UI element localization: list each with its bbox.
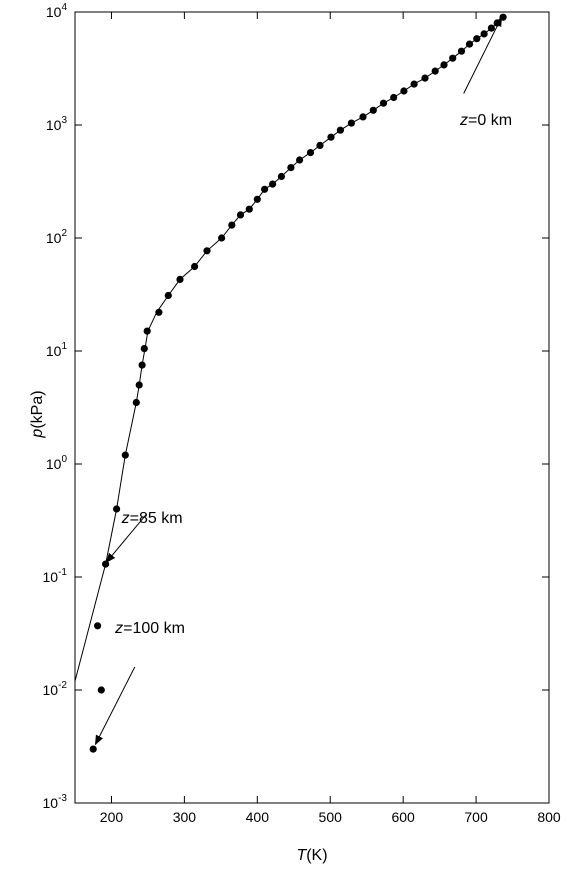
data-point [336,126,344,134]
x-tick-label: 800 [537,809,561,825]
y-tick-label: 102 [46,228,68,246]
data-point [176,275,184,283]
annotation-label: z=0 km [459,112,512,129]
data-point [121,451,129,459]
x-tick-label: 200 [100,809,124,825]
y-tick-label: 100 [46,454,68,472]
x-tick-label: 500 [319,809,343,825]
x-tick-label: 700 [464,809,488,825]
data-point [287,164,295,172]
annotation-arrow [105,513,147,564]
data-point [316,141,324,149]
data-point [155,308,163,316]
data-point [473,35,481,43]
data-point [89,745,97,753]
data-point [269,180,277,188]
data-point [138,361,146,369]
data-point [421,74,429,82]
data-point [113,505,121,513]
data-point [449,54,457,62]
x-tick-label: 300 [173,809,197,825]
annotations: z=0 km z=85 km z=100 km [94,16,512,746]
data-point [487,24,495,32]
y-tick-label: 101 [46,341,68,359]
data-point [94,622,102,630]
annotation-arrow [94,666,136,746]
y-tick-label: 10-1 [43,567,68,585]
data-point [480,30,488,38]
y-tick-label: 103 [46,115,68,133]
data-point [400,87,408,95]
data-point [191,262,199,271]
data-point [369,106,377,114]
data-point [261,185,269,193]
data-point [327,133,335,141]
data-point [253,195,261,203]
data-point [296,156,304,164]
data-point [457,47,466,55]
data-point [390,93,398,102]
data-point [135,381,143,389]
data-point [277,172,285,181]
y-axis-label: p(kPa) [29,390,46,438]
data-point [359,113,367,121]
data-point [236,211,245,219]
data-point [410,80,418,88]
data-point [228,221,236,229]
y-tick-label: 10-2 [43,680,68,698]
plot-frame [74,11,550,804]
data-point [465,40,474,48]
annotation-label: z=85 km [121,510,183,527]
data-point [245,205,253,213]
x-tick-label: 600 [391,809,415,825]
annotation-label: z=100 km [114,620,185,637]
annotation-arrow [463,16,503,94]
data-point [440,61,448,69]
y-axis-ticks: 10-3 10-2 10-1 100 101 102 103 104 [43,2,549,811]
x-tick-label: 400 [246,809,270,825]
data-point [431,67,439,75]
y-tick-label: 10-3 [43,793,68,811]
data-point [218,234,226,242]
data-points [89,13,507,753]
data-point [143,327,151,335]
data-point [132,398,140,407]
data-point [102,560,110,568]
data-point [97,686,105,694]
data-point [140,345,148,353]
data-point [347,119,355,127]
data-point [379,99,388,107]
data-point [306,149,315,157]
x-axis-ticks: 200 300 400 500 600 700 800 [100,12,561,825]
x-axis-label: T(K) [296,847,327,864]
data-point [203,247,211,255]
y-tick-label: 104 [46,2,68,20]
series-line [74,16,504,682]
fit-line [74,16,504,682]
data-point [164,291,172,300]
